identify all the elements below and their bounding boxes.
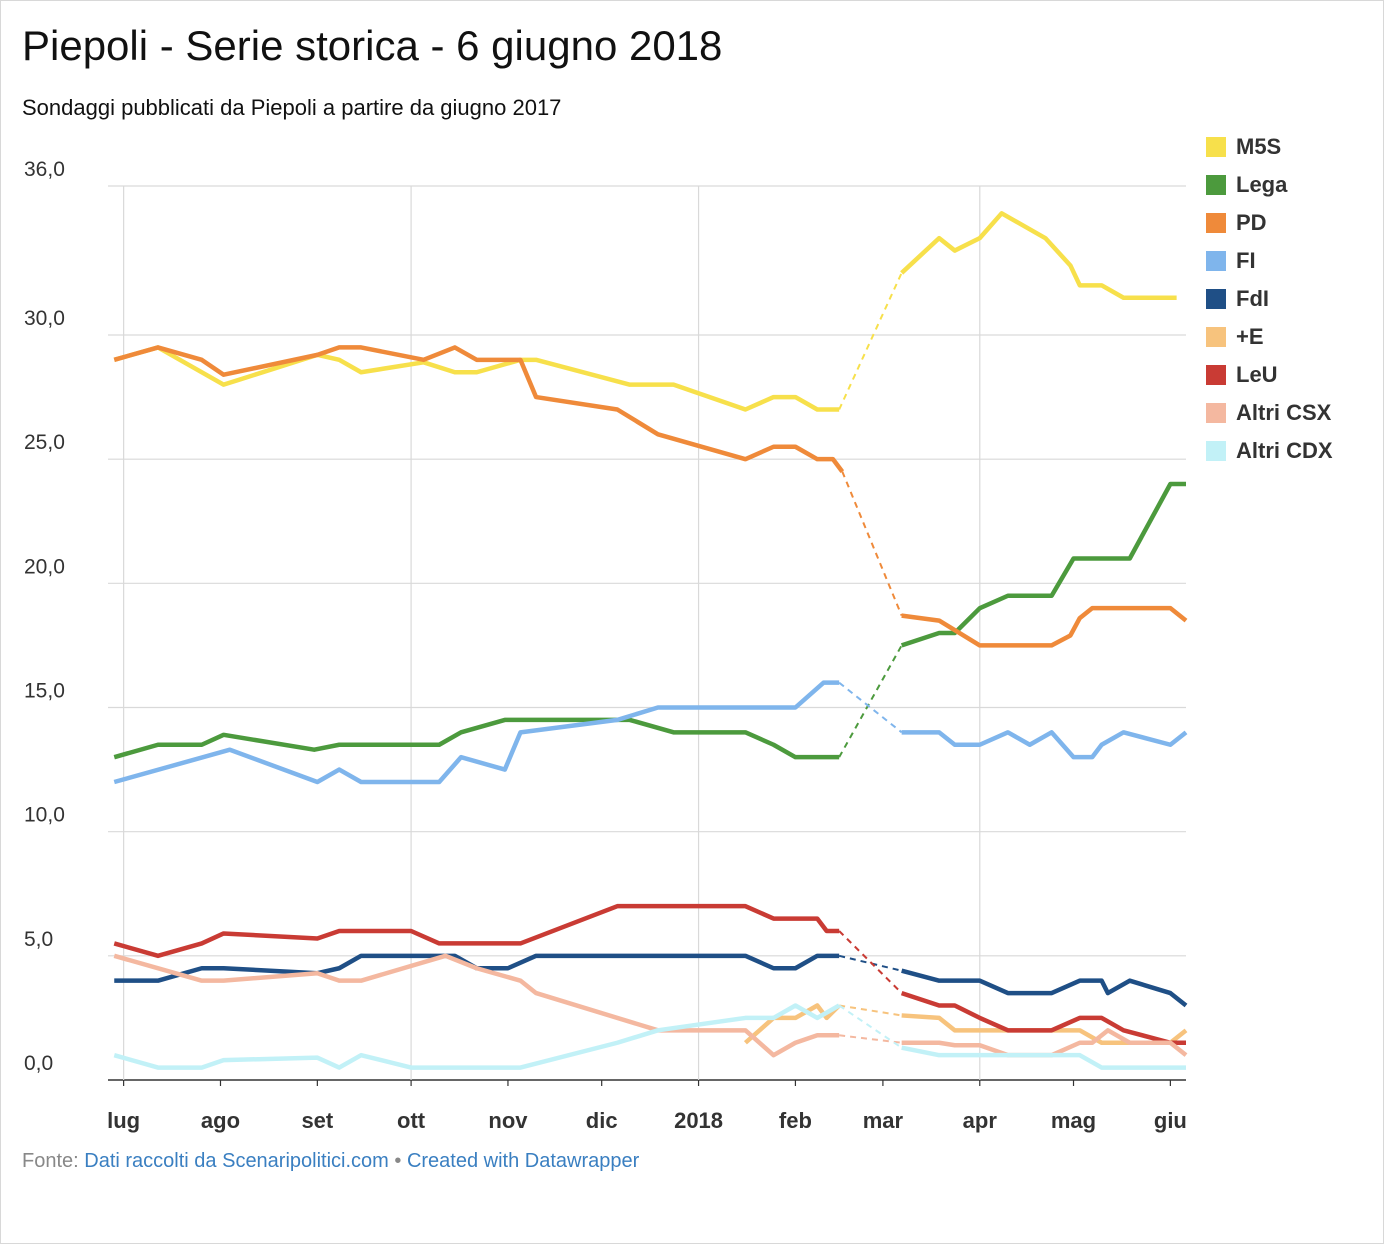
y-tick-label: 36,0 xyxy=(24,158,65,181)
x-tick-label: dic xyxy=(586,1108,618,1133)
legend-swatch xyxy=(1206,441,1226,461)
series-fdi xyxy=(114,953,1188,1008)
legend-label: +E xyxy=(1236,324,1264,349)
y-tick-label: 30,0 xyxy=(24,307,65,330)
legend-swatch xyxy=(1206,175,1226,195)
legend-item: PD xyxy=(1206,204,1333,242)
legend-item: FdI xyxy=(1206,280,1333,318)
y-tick-label: 0,0 xyxy=(24,1052,53,1075)
legend-swatch xyxy=(1206,137,1226,157)
series-line xyxy=(113,345,845,473)
series-line xyxy=(113,953,840,1058)
series-gap-segment xyxy=(838,272,903,410)
series-line xyxy=(901,605,1188,648)
series-gap-segment xyxy=(839,1034,902,1044)
series-line xyxy=(113,345,840,412)
series-lines xyxy=(113,211,1188,1070)
series-leu xyxy=(113,903,1186,1045)
series-line xyxy=(900,211,1177,300)
y-axis: 0,0 5,0 10,0 15,0 20,0 25,0 30,0 36,0 xyxy=(24,158,65,1075)
y-tick-label: 20,0 xyxy=(24,555,65,578)
x-tick-label: feb xyxy=(779,1108,812,1133)
datawrapper-link[interactable]: Created with Datawrapper xyxy=(406,1150,640,1172)
legend-label: FI xyxy=(1236,248,1256,273)
series-fi xyxy=(113,680,1188,785)
series-gap-segment xyxy=(838,1004,903,1049)
legend-label: Lega xyxy=(1236,172,1288,197)
series-line xyxy=(901,968,1188,1008)
legend-swatch xyxy=(1206,213,1226,233)
series-line xyxy=(113,717,840,760)
legend-label: M5S xyxy=(1236,134,1282,159)
series-line xyxy=(901,1028,1188,1058)
legend-item: Altri CSX xyxy=(1206,394,1333,432)
series-line xyxy=(900,990,1186,1045)
series-line xyxy=(901,1045,1186,1070)
series-altri-csx xyxy=(113,953,1188,1058)
footer: Fonte: Dati raccolti da Scenaripolitici.… xyxy=(22,1150,639,1173)
footer-prefix: Fonte: xyxy=(22,1150,85,1172)
x-tick-label: mar xyxy=(863,1108,904,1133)
y-tick-label: 15,0 xyxy=(24,680,65,703)
x-tick-label: set xyxy=(301,1108,333,1133)
legend-swatch xyxy=(1206,327,1226,347)
legend-label: PD xyxy=(1236,210,1267,235)
chart-subtitle: Sondaggi pubblicati da Piepoli a partire… xyxy=(22,95,562,120)
legend-swatch xyxy=(1206,365,1226,385)
legend-label: Altri CSX xyxy=(1236,400,1332,425)
footer-separator: • xyxy=(388,1150,407,1172)
legend-swatch xyxy=(1206,289,1226,309)
x-tick-label: giu xyxy=(1154,1108,1187,1133)
legend-label: Altri CDX xyxy=(1236,438,1333,463)
y-tick-label: 10,0 xyxy=(24,804,65,827)
legend-item: FI xyxy=(1206,242,1333,280)
chart-title: Piepoli - Serie storica - 6 giugno 2018 xyxy=(22,22,723,69)
x-tick-label: lug xyxy=(107,1108,140,1133)
series-altri-cdx xyxy=(113,1003,1186,1070)
series-gap-segment xyxy=(838,681,903,734)
series-gap-segment xyxy=(838,644,903,758)
x-tick-label: ott xyxy=(397,1108,426,1133)
y-tick-label: 25,0 xyxy=(24,431,65,454)
legend-item: M5S xyxy=(1206,128,1333,166)
legend-item: Lega xyxy=(1206,166,1333,204)
series-line xyxy=(901,730,1188,760)
series-pd xyxy=(113,345,1188,648)
legend-item: LeU xyxy=(1206,356,1333,394)
series-gap-segment xyxy=(841,471,903,616)
legend: M5S Lega PD FI FdI +E LeU Altri CSX Altri CDX xyxy=(1206,128,1333,470)
legend-item: Altri CDX xyxy=(1206,432,1333,470)
series-gap-segment xyxy=(839,1004,902,1017)
series-gap-segment xyxy=(838,930,903,994)
series-m5s xyxy=(113,211,1177,412)
legend-swatch xyxy=(1206,251,1226,271)
legend-label: FdI xyxy=(1236,286,1269,311)
grid-layer xyxy=(108,185,1186,1086)
x-tick-label: nov xyxy=(488,1108,528,1133)
legend-swatch xyxy=(1206,403,1226,423)
series-line xyxy=(900,481,1186,648)
y-tick-label: 5,0 xyxy=(24,928,53,951)
x-tick-label: 2018 xyxy=(674,1108,723,1133)
series-line xyxy=(113,680,840,785)
x-axis: lug ago set ott nov dic 2018 feb mar apr mag giu xyxy=(107,1108,1187,1133)
x-tick-label: apr xyxy=(963,1108,998,1133)
series-lega xyxy=(113,481,1186,760)
series-line xyxy=(113,903,840,959)
x-tick-label: ago xyxy=(201,1108,240,1133)
legend-item: +E xyxy=(1206,318,1333,356)
x-tick-label: mag xyxy=(1051,1108,1096,1133)
series-line xyxy=(113,1003,841,1070)
legend-label: LeU xyxy=(1236,362,1278,387)
source-link[interactable]: Dati raccolti da Scenaripolitici.com xyxy=(84,1150,389,1172)
